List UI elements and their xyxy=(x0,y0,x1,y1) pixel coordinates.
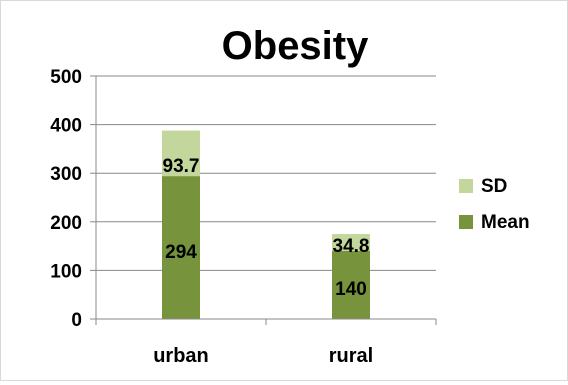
y-tick-label: 0 xyxy=(71,310,82,331)
legend-label-mean: Mean xyxy=(481,212,530,233)
x-tick-label-urban: urban xyxy=(153,345,209,367)
y-tick-label: 100 xyxy=(50,261,82,282)
legend-swatch-sd xyxy=(459,179,473,193)
chart-title: Obesity xyxy=(222,24,369,68)
legend: SD Mean xyxy=(459,176,530,233)
y-tick-label: 300 xyxy=(50,164,82,185)
x-tick-label-rural: rural xyxy=(329,345,373,367)
data-label-mean-urban: 294 xyxy=(165,242,197,263)
axes: 0 100 200 300 400 500 urban rural xyxy=(50,67,437,367)
y-tick-label: 200 xyxy=(50,213,82,234)
bar-sd-rural xyxy=(332,234,370,251)
data-label-sd-rural: 34.8 xyxy=(333,236,370,257)
bar-mean-rural xyxy=(332,250,370,319)
bar-mean-urban xyxy=(162,176,200,319)
bars xyxy=(162,130,370,319)
bar-sd-urban xyxy=(162,130,200,177)
y-tick-label: 500 xyxy=(50,67,82,88)
data-labels: 294 93.7 140 34.8 xyxy=(163,156,370,300)
gridlines xyxy=(96,75,436,271)
data-label-sd-urban: 93.7 xyxy=(163,156,200,177)
legend-swatch-mean xyxy=(459,215,473,229)
data-label-mean-rural: 140 xyxy=(335,279,367,300)
legend-label-sd: SD xyxy=(481,176,507,197)
y-tick-label: 400 xyxy=(50,116,82,137)
